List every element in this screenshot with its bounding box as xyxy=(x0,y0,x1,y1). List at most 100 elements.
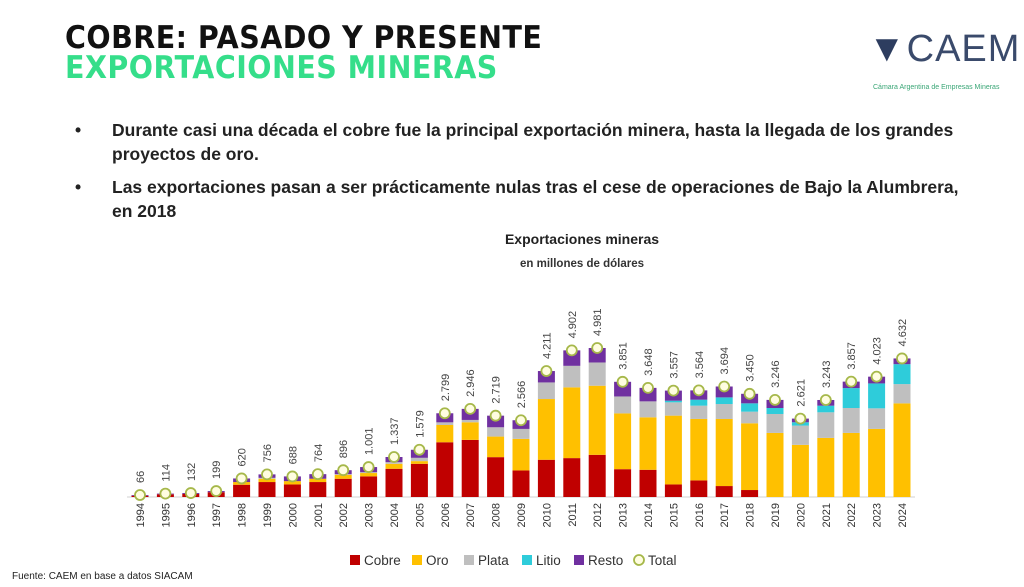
bar-segment-plata xyxy=(614,396,632,414)
total-marker xyxy=(464,402,477,415)
bullet-item: Las exportaciones pasan a ser prácticame… xyxy=(75,175,975,223)
year-tick-label: 1998 xyxy=(237,503,249,527)
bar-segment-oro xyxy=(436,424,454,443)
total-label: 3.648 xyxy=(643,348,655,376)
year-tick-label: 2021 xyxy=(821,503,833,527)
bar-segment-plata xyxy=(893,384,911,404)
bar-segment-cobre xyxy=(715,486,733,497)
total-label: 620 xyxy=(237,448,249,466)
bar-segment-oro xyxy=(258,478,276,483)
total-marker xyxy=(870,370,883,383)
bar-segment-litio xyxy=(817,405,835,413)
total-label: 2.621 xyxy=(795,379,807,407)
bar-segment-oro xyxy=(791,444,809,497)
bar-segment-cobre xyxy=(334,478,352,497)
total-marker xyxy=(616,375,629,388)
total-marker xyxy=(159,487,172,500)
year-tick-label: 2014 xyxy=(643,503,655,527)
total-label: 3.564 xyxy=(694,351,706,379)
year-tick-label: 2003 xyxy=(364,503,376,527)
total-label: 1.579 xyxy=(414,410,426,438)
year-tick-label: 2020 xyxy=(795,503,807,527)
bar-segment-plata xyxy=(715,404,733,419)
year-tick-label: 1997 xyxy=(211,503,223,527)
bar-segment-plata xyxy=(410,457,428,462)
year-tick-label: 2010 xyxy=(541,503,553,527)
total-marker xyxy=(489,409,502,422)
bar-segment-litio xyxy=(664,400,682,403)
bar-segment-plata xyxy=(791,425,809,445)
total-label: 199 xyxy=(211,461,223,479)
year-tick-label: 1999 xyxy=(262,503,274,527)
year-tick-label: 2012 xyxy=(592,503,604,527)
bar-segment-oro xyxy=(385,463,403,469)
total-marker xyxy=(819,394,832,406)
total-label: 3.246 xyxy=(770,360,782,388)
bar-segment-oro xyxy=(360,473,378,477)
total-marker xyxy=(311,468,324,481)
total-label: 4.211 xyxy=(541,332,553,359)
bar-segment-cobre xyxy=(360,476,378,497)
bar-segment-litio xyxy=(842,388,860,409)
total-marker xyxy=(261,468,273,481)
bar-segment-oro xyxy=(563,387,581,459)
year-tick-label: 2009 xyxy=(516,503,528,527)
bar-segment-cobre xyxy=(690,480,708,497)
legend-label: Oro xyxy=(426,553,449,568)
bar-segment-oro xyxy=(588,385,606,455)
bar-segment-oro xyxy=(715,418,733,487)
bar-segment-oro xyxy=(842,432,860,497)
bar-segment-oro xyxy=(283,481,301,485)
legend-label: Cobre xyxy=(364,553,401,568)
total-label: 3.851 xyxy=(618,342,630,370)
bar-segment-cobre xyxy=(233,484,251,497)
bar-segment-oro xyxy=(537,399,555,460)
year-tick-label: 2013 xyxy=(618,503,630,527)
year-tick-label: 2008 xyxy=(491,503,503,527)
bar-segment-plata xyxy=(385,462,403,464)
total-marker xyxy=(184,487,197,499)
bar-segment-litio xyxy=(715,397,733,405)
year-tick-label: 2016 xyxy=(694,503,706,527)
bar-segment-oro xyxy=(309,478,327,483)
bar-segment-cobre xyxy=(385,468,403,497)
bar-segment-oro xyxy=(487,436,505,458)
bar-segment-plata xyxy=(868,408,886,429)
total-marker xyxy=(134,489,146,501)
total-marker xyxy=(515,414,527,427)
year-tick-label: 2018 xyxy=(745,503,757,527)
total-label: 66 xyxy=(135,471,147,483)
year-tick-label: 2015 xyxy=(668,503,680,527)
year-tick-label: 1994 xyxy=(135,503,147,527)
total-marker xyxy=(692,384,705,397)
total-marker xyxy=(845,375,858,388)
year-tick-label: 2001 xyxy=(313,503,325,527)
bar-segment-plata xyxy=(436,422,454,425)
bar-segment-oro xyxy=(766,432,784,497)
total-marker xyxy=(362,461,375,473)
total-marker xyxy=(769,394,781,406)
year-tick-label: 2017 xyxy=(719,503,731,527)
bar-segment-cobre xyxy=(436,442,454,497)
caem-logo: ▼CAEM Cámara Argentina de Empresas Miner… xyxy=(868,28,1019,98)
bar-segment-oro xyxy=(664,415,682,485)
total-marker xyxy=(235,472,248,485)
total-marker xyxy=(337,464,350,477)
total-marker xyxy=(794,412,807,425)
slide-subtitle: EXPORTACIONES MINERAS xyxy=(65,50,498,86)
year-tick-label: 1996 xyxy=(186,503,198,527)
bar-segment-litio xyxy=(766,408,784,414)
bar-segment-cobre xyxy=(664,484,682,497)
bar-segment-plata xyxy=(690,405,708,419)
total-label: 688 xyxy=(287,446,299,464)
bar-segment-cobre xyxy=(512,470,530,497)
bar-segment-cobre xyxy=(588,454,606,497)
bar-segment-oro xyxy=(893,403,911,497)
legend-label: Litio xyxy=(536,553,561,568)
bar-segment-oro xyxy=(817,437,835,497)
total-marker xyxy=(388,451,400,463)
total-label: 3.694 xyxy=(719,347,731,375)
bar-segment-litio xyxy=(893,364,911,385)
total-marker xyxy=(667,384,680,397)
bar-segment-plata xyxy=(817,412,835,438)
